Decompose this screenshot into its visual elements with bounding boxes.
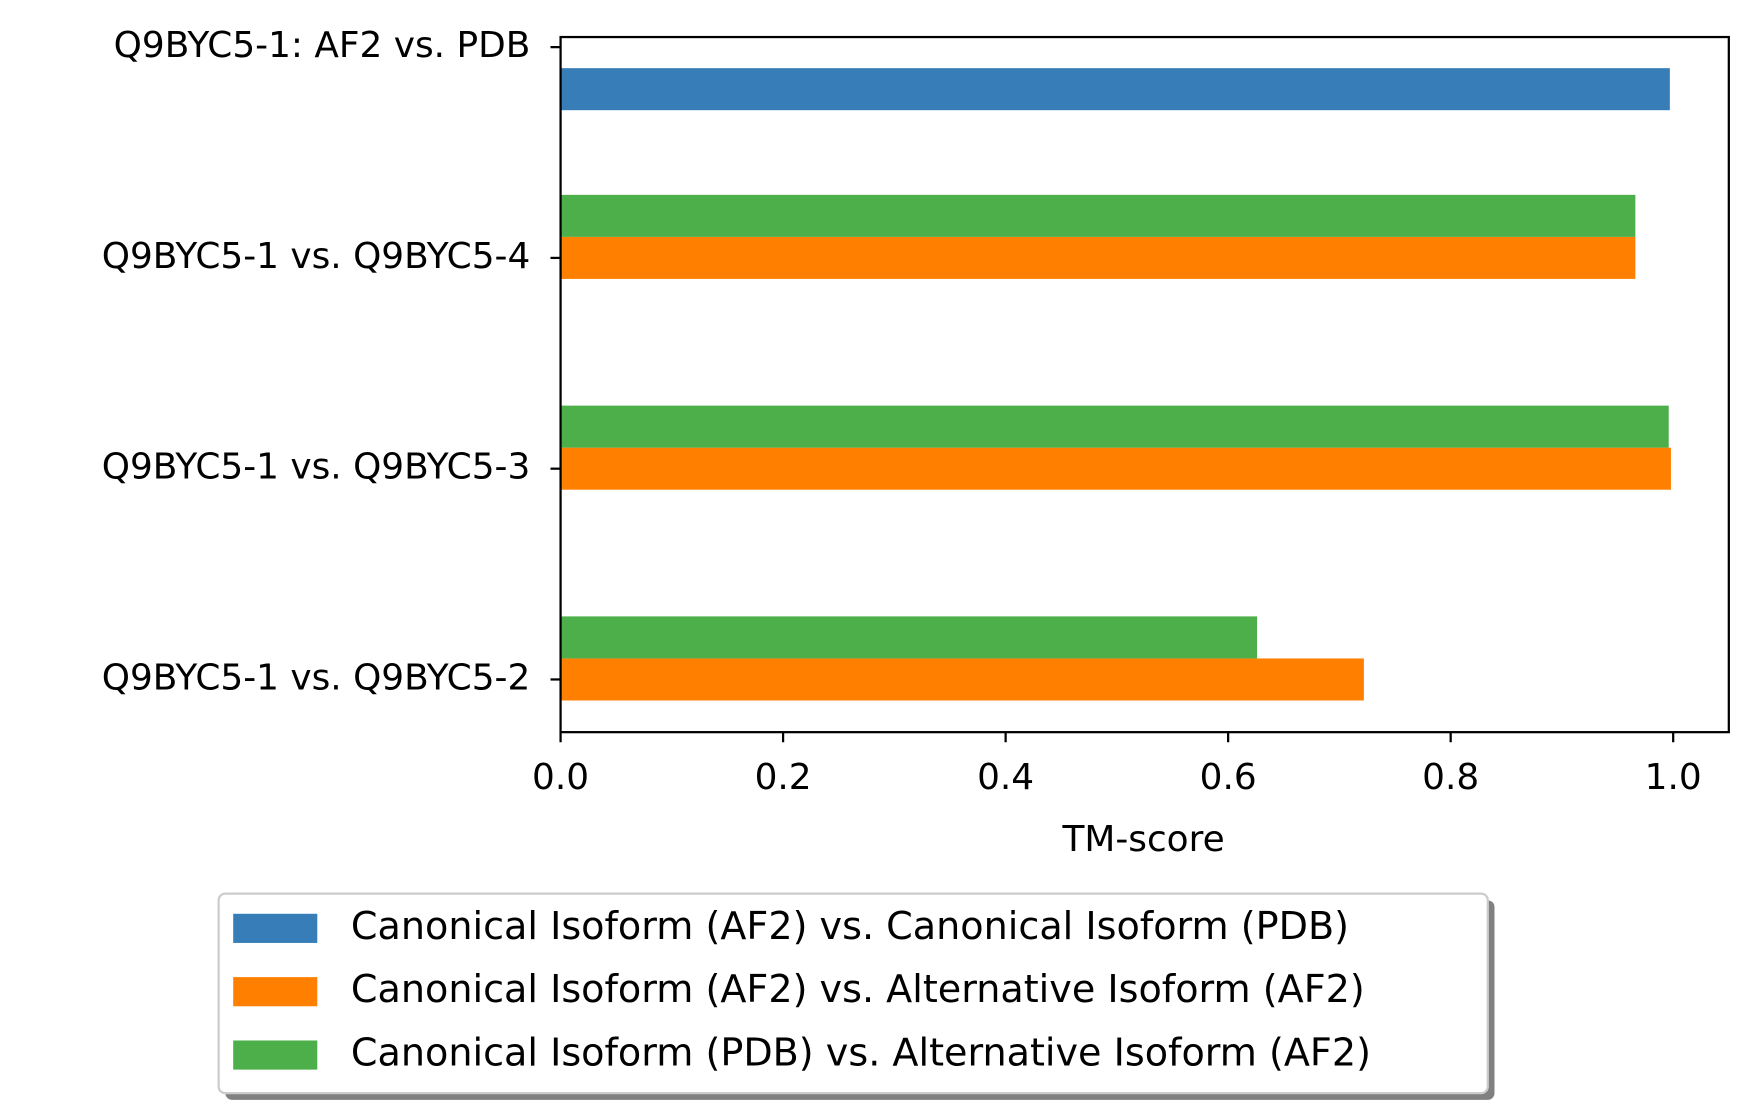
bar — [560, 616, 1258, 659]
legend-swatch — [233, 1040, 318, 1070]
legend-label: Canonical Isoform (AF2) vs. Alternative … — [351, 967, 1365, 1011]
bar — [560, 236, 1636, 279]
bar — [560, 447, 1671, 490]
plot-frame — [559, 35, 1730, 734]
x-tick-label: 0.8 — [1422, 757, 1479, 798]
legend-swatch — [233, 977, 318, 1007]
x-tick-label: 1.0 — [1645, 757, 1702, 798]
x-tick-label: 0.2 — [755, 757, 812, 798]
legend-label: Canonical Isoform (PDB) vs. Alternative … — [351, 1031, 1371, 1075]
bar — [560, 68, 1670, 111]
x-tick-label: 0.0 — [532, 757, 589, 798]
y-tick-label: Q9BYC5-1: AF2 vs. PDB — [114, 25, 531, 66]
bar — [560, 194, 1636, 237]
legend-box — [217, 892, 1489, 1095]
x-tick-label: 0.6 — [1200, 757, 1257, 798]
bar — [560, 658, 1364, 701]
x-tick-label: 0.4 — [977, 757, 1034, 798]
y-tick-label: Q9BYC5-1 vs. Q9BYC5-2 — [102, 657, 531, 698]
x-axis-label: TM-score — [1062, 819, 1225, 860]
legend-label: Canonical Isoform (AF2) vs. Canonical Is… — [351, 904, 1349, 948]
legend-swatch — [233, 913, 318, 943]
y-tick-label: Q9BYC5-1 vs. Q9BYC5-4 — [102, 236, 531, 277]
bar — [560, 405, 1669, 448]
y-tick-label: Q9BYC5-1 vs. Q9BYC5-3 — [102, 447, 531, 488]
